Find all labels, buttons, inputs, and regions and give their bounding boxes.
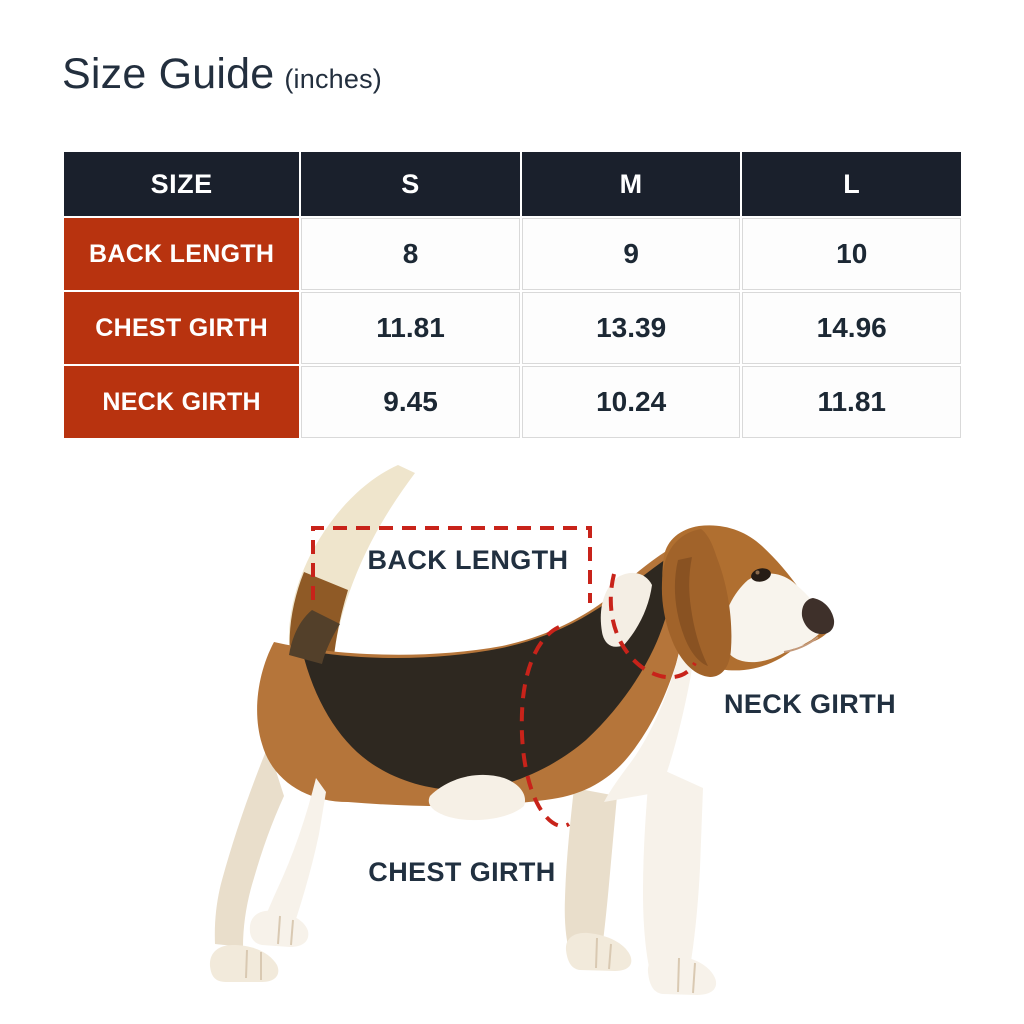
- size-table: SIZE S M L BACK LENGTH 8 9 10 CHEST GIRT…: [62, 150, 963, 440]
- page-title: Size Guide (inches): [62, 50, 382, 99]
- back-length-s: 8: [301, 218, 520, 290]
- dog-far-front-leg-icon: [564, 788, 632, 971]
- back-length-measure-line: [311, 526, 592, 603]
- neck-girth-s: 9.45: [301, 366, 520, 438]
- back-length-label: BACK LENGTH: [367, 545, 569, 575]
- chest-girth-s: 11.81: [301, 292, 520, 364]
- dog-mouth-line: [783, 636, 819, 653]
- dog-muzzle-icon: [722, 573, 825, 663]
- chest-girth-label: CHEST GIRTH: [368, 857, 556, 887]
- neck-girth-m: 10.24: [521, 366, 741, 438]
- page-title-unit: (inches): [284, 64, 382, 94]
- dog-head-icon: [661, 525, 835, 677]
- row-label-chest-girth: CHEST GIRTH: [64, 292, 300, 364]
- dog-far-rear-leg-icon: [209, 746, 284, 982]
- table-row-chest-girth: CHEST GIRTH 11.81 13.39 14.96: [64, 292, 961, 364]
- dog-tail-base-icon: [289, 610, 340, 664]
- row-label-neck-girth: NECK GIRTH: [64, 366, 300, 438]
- size-table-header-row: SIZE S M L: [64, 152, 961, 216]
- table-row-neck-girth: NECK GIRTH 9.45 10.24 11.81: [64, 366, 961, 438]
- neck-girth-l: 11.81: [742, 366, 961, 438]
- header-cell-size: SIZE: [64, 152, 300, 216]
- dog-belly-patch-icon: [428, 774, 526, 821]
- dog-nose-icon: [801, 598, 835, 635]
- dog-near-rear-leg-icon: [249, 778, 326, 947]
- neck-girth-measure-line: [608, 573, 697, 680]
- page-title-main: Size Guide: [62, 50, 275, 98]
- back-length-m: 9: [521, 218, 741, 290]
- header-cell-s: S: [301, 152, 520, 216]
- row-label-back-length: BACK LENGTH: [64, 218, 300, 290]
- table-row-back-length: BACK LENGTH 8 9 10: [64, 218, 961, 290]
- dog-near-front-leg-icon: [643, 764, 717, 995]
- back-length-l: 10: [742, 218, 961, 290]
- chest-girth-measure-line: [519, 625, 571, 828]
- chest-girth-l: 14.96: [742, 292, 961, 364]
- header-cell-m: M: [521, 152, 741, 216]
- header-cell-l: L: [742, 152, 961, 216]
- chest-girth-m: 13.39: [521, 292, 741, 364]
- dog-saddle-icon: [302, 556, 678, 791]
- neck-girth-label: NECK GIRTH: [724, 689, 896, 719]
